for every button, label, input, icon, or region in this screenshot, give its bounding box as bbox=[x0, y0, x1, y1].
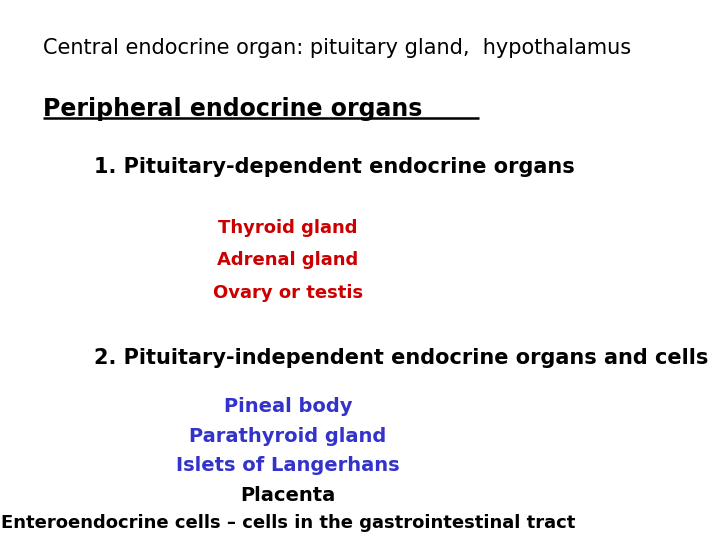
Text: Adrenal gland: Adrenal gland bbox=[217, 251, 359, 269]
Text: Parathyroid gland: Parathyroid gland bbox=[189, 427, 387, 446]
Text: Pineal body: Pineal body bbox=[224, 397, 352, 416]
Text: Thyroid gland: Thyroid gland bbox=[218, 219, 358, 237]
Text: Placenta: Placenta bbox=[240, 486, 336, 505]
Text: Ovary or testis: Ovary or testis bbox=[213, 284, 363, 301]
Text: 1. Pituitary-dependent endocrine organs: 1. Pituitary-dependent endocrine organs bbox=[94, 157, 575, 177]
Text: Central endocrine organ: pituitary gland,  hypothalamus: Central endocrine organ: pituitary gland… bbox=[43, 38, 631, 58]
Text: Islets of Langerhans: Islets of Langerhans bbox=[176, 456, 400, 475]
Text: 2. Pituitary-independent endocrine organs and cells: 2. Pituitary-independent endocrine organ… bbox=[94, 348, 708, 368]
Text: Enteroendocrine cells – cells in the gastrointestinal tract: Enteroendocrine cells – cells in the gas… bbox=[1, 514, 575, 532]
Text: Peripheral endocrine organs: Peripheral endocrine organs bbox=[43, 97, 423, 121]
